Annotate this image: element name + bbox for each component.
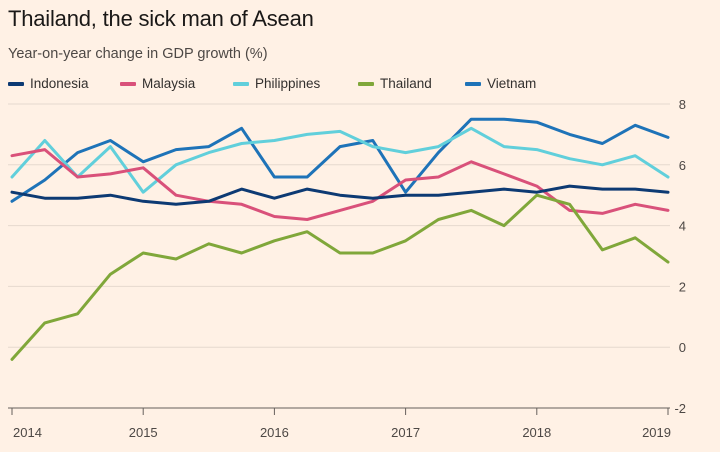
gridlines (8, 103, 670, 348)
legend-swatch-vietnam (465, 81, 481, 86)
x-tick-label: 2015 (129, 425, 158, 440)
y-tick-label: 6 (679, 158, 686, 173)
legend-item-philippines: Philippines (233, 76, 358, 91)
legend-label-vietnam: Vietnam (487, 76, 537, 91)
legend-item-indonesia: Indonesia (8, 76, 120, 91)
x-tick-label: 2017 (391, 425, 420, 440)
y-tick-label: 8 (679, 97, 686, 112)
legend-item-thailand: Thailand (358, 76, 465, 91)
y-tick-label: 2 (679, 279, 686, 294)
chart-title: Thailand, the sick man of Asean (8, 6, 314, 31)
legend-label-indonesia: Indonesia (30, 76, 89, 91)
series-line-philippines (10, 126, 670, 194)
y-tick-label: -2 (674, 401, 686, 416)
series-line-vietnam (10, 117, 670, 203)
legend-label-philippines: Philippines (255, 76, 321, 91)
legend-swatch-malaysia (120, 81, 136, 86)
series-line-indonesia (10, 184, 670, 206)
legend-swatch-philippines (233, 81, 249, 86)
x-tick-label: 2018 (522, 425, 551, 440)
x-axis-ticks: 2014 2015 2016 2017 2018 2019 (11, 408, 671, 440)
y-axis-ticks: 8 6 4 2 0 -2 (674, 97, 686, 416)
legend-label-thailand: Thailand (380, 76, 432, 91)
x-tick-label: 2014 (13, 425, 42, 440)
y-tick-label: 0 (679, 340, 686, 355)
legend-item-malaysia: Malaysia (120, 76, 233, 91)
series-line-thailand (10, 193, 670, 361)
legend-swatch-indonesia (8, 81, 24, 86)
legend: Indonesia Malaysia Philippines Thailand … (8, 76, 536, 91)
legend-swatch-thailand (358, 81, 374, 86)
legend-item-vietnam: Vietnam (465, 76, 536, 91)
series-lines (10, 117, 670, 361)
legend-label-malaysia: Malaysia (142, 76, 196, 91)
x-tick-label: 2016 (260, 425, 289, 440)
x-tick-label: 2019 (642, 425, 671, 440)
chart-subtitle: Year-on-year change in GDP growth (%) (8, 46, 268, 62)
y-tick-label: 4 (679, 219, 686, 234)
